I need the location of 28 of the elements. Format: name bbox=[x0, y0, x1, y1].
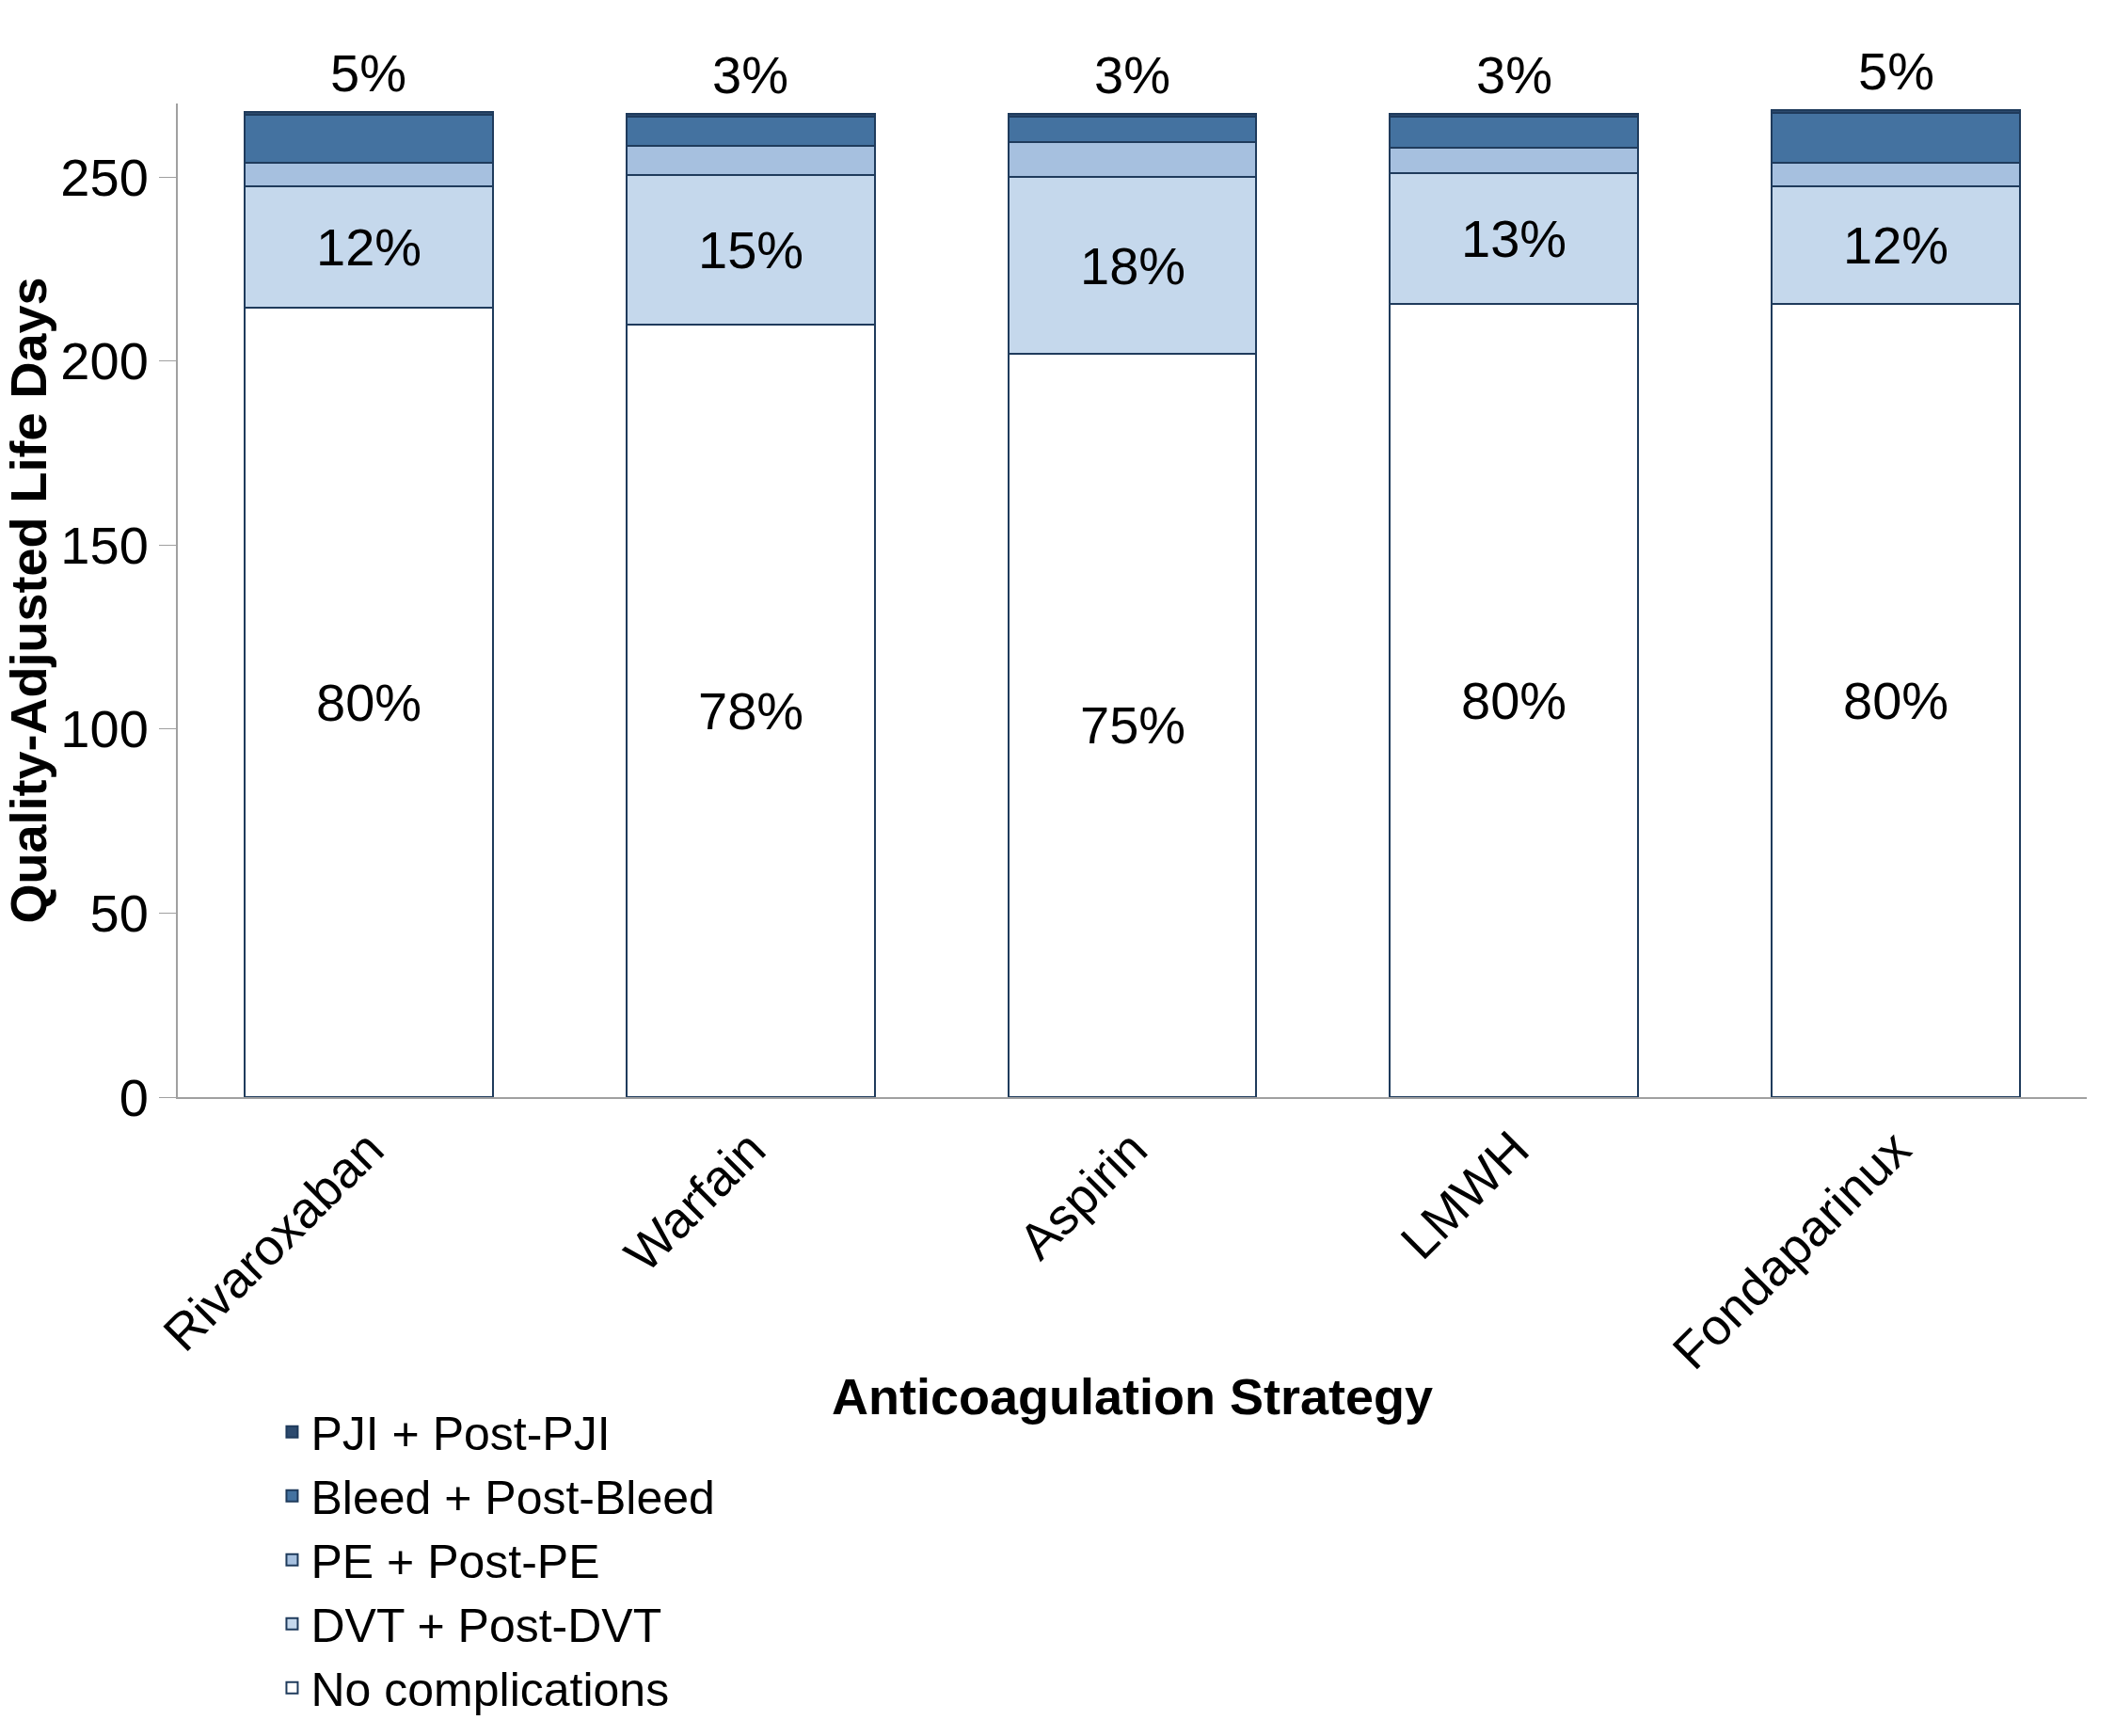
annotation: 80% bbox=[1843, 671, 1949, 730]
annotation: 13% bbox=[1461, 209, 1567, 268]
annotation: 5% bbox=[1858, 41, 1934, 101]
y-tick-label: 0 bbox=[119, 1067, 149, 1127]
annotation: 75% bbox=[1080, 695, 1186, 755]
y-tick-label: 200 bbox=[60, 331, 149, 391]
annotation: 3% bbox=[1094, 45, 1170, 104]
y-tick-label: 100 bbox=[60, 699, 149, 759]
annotation: 80% bbox=[1461, 671, 1567, 730]
legend-label: Bleed + Post-Bleed bbox=[310, 1472, 715, 1525]
y-tick-label: 150 bbox=[60, 515, 149, 575]
y-tick-label: 50 bbox=[89, 884, 149, 944]
y-tick-label: 250 bbox=[60, 147, 149, 207]
annotation: 3% bbox=[1476, 45, 1552, 104]
annotation: 12% bbox=[316, 217, 422, 277]
annotation: 5% bbox=[330, 43, 406, 103]
annotation: 78% bbox=[698, 681, 804, 741]
annotation: 80% bbox=[316, 673, 422, 732]
legend-label: PJI + Post-PJI bbox=[310, 1408, 611, 1461]
annotation: 3% bbox=[712, 45, 788, 104]
x-axis-title: Anticoagulation Strategy bbox=[831, 1367, 1434, 1425]
annotation: 18% bbox=[1080, 236, 1186, 295]
annotation: 15% bbox=[698, 220, 804, 279]
annotation: 12% bbox=[1843, 215, 1949, 275]
y-axis-title: Quality-Adjusted Life Days bbox=[0, 277, 56, 924]
legend-label: PE + Post-PE bbox=[310, 1536, 600, 1589]
legend-label: No complications bbox=[310, 1664, 670, 1717]
legend-label: DVT + Post-DVT bbox=[310, 1600, 662, 1653]
